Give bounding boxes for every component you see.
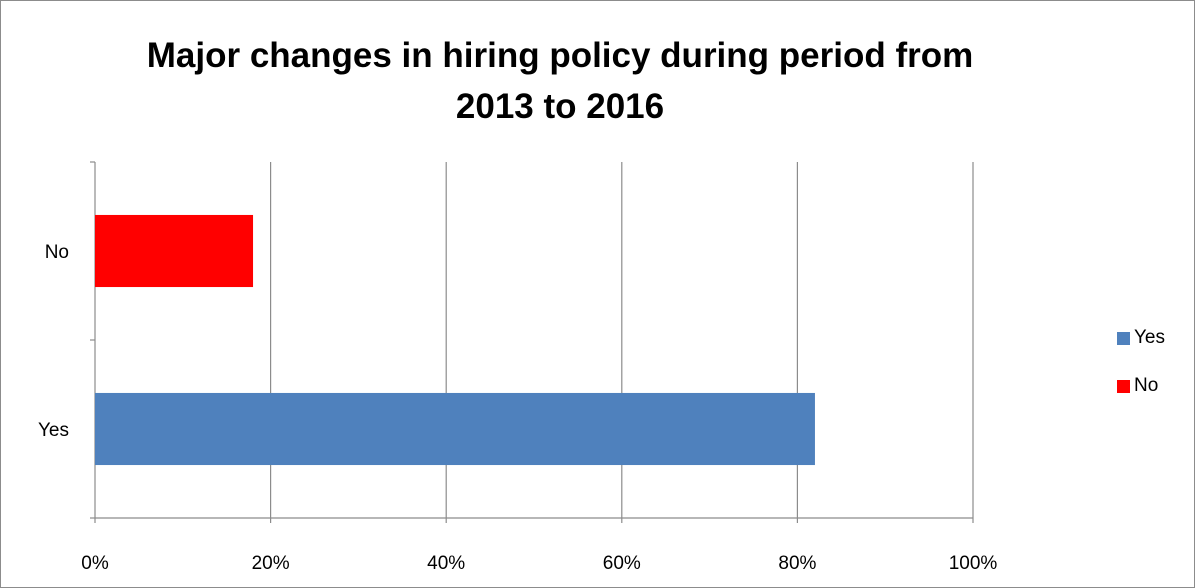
x-tick-label-2: 40% <box>427 553 465 574</box>
chart-title: Major changes in hiring policy during pe… <box>60 30 1060 132</box>
chart-title-line-1: Major changes in hiring policy during pe… <box>146 36 974 75</box>
x-tick-label-1: 20% <box>252 553 290 574</box>
legend-swatch-yes <box>1117 331 1130 345</box>
legend-label-yes: Yes <box>1134 327 1165 348</box>
legend-swatch-no <box>1117 379 1130 393</box>
y-tick-label-no: No <box>45 242 69 263</box>
tick-labels: 0% 20% 40% 60% 80% 100% Yes No <box>38 242 997 574</box>
bar-no <box>95 214 254 288</box>
bars <box>95 214 815 466</box>
chart-title-line-2: 2013 to 2016 <box>455 87 665 126</box>
x-tick-label-5: 100% <box>949 553 998 574</box>
legend-item-yes: Yes <box>1117 327 1165 349</box>
legend-label-no: No <box>1134 375 1159 396</box>
bar-yes <box>95 392 815 466</box>
legend-item-no: No <box>1117 375 1158 397</box>
x-tick-label-3: 60% <box>603 553 641 574</box>
x-tick-label-4: 80% <box>778 553 816 574</box>
y-tick-label-yes: Yes <box>38 420 69 441</box>
x-tick-label-0: 0% <box>81 553 109 574</box>
